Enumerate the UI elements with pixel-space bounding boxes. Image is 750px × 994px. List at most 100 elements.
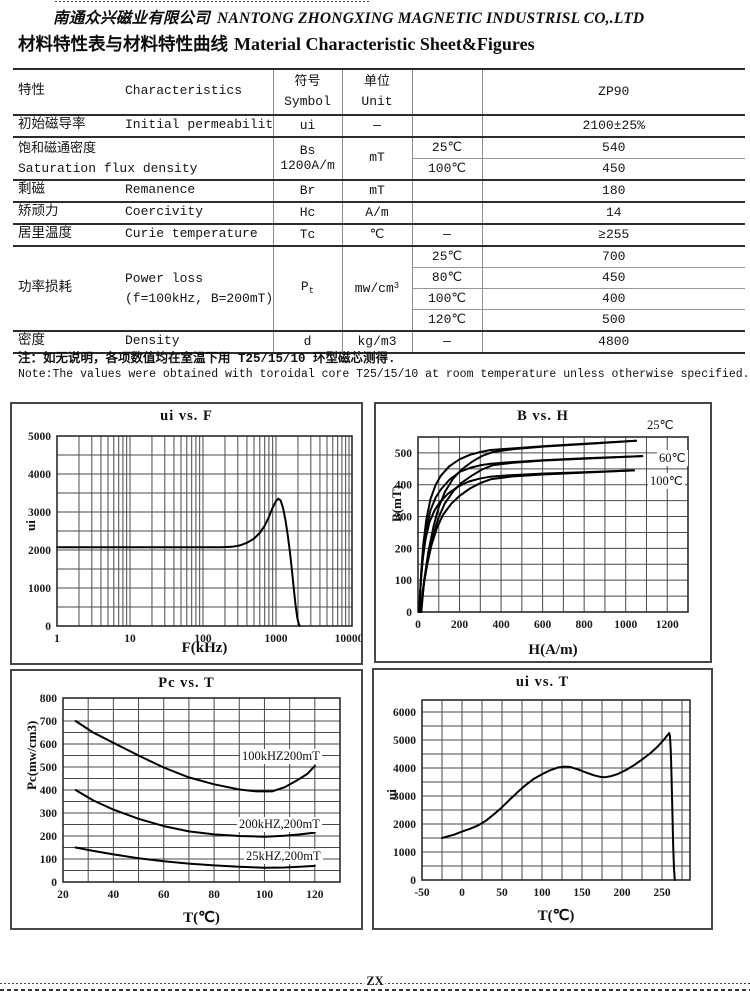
table-subrow: 80℃ 450 [13,267,745,289]
cell-unit: A/m [342,201,413,224]
x-tick-label: 100 [533,887,551,899]
characteristics-table: 特性 Characteristics 符号 Symbol 单位 Unit ZP90 初始磁导率… [13,68,745,354]
x-tick-label: 200 [451,619,469,631]
footer-mark: ZX [364,974,386,988]
x-tick-label: 150 [573,887,591,899]
y-tick-label: 1000 [28,583,51,595]
x-tick-label: 50 [496,887,508,899]
x-tick-label: 100 [194,633,212,645]
cell-value: 500 [482,309,745,331]
y-tick-label: 5000 [28,431,51,443]
y-tick-label: 500 [395,448,413,460]
cell-symbol: d [273,330,343,353]
table-subrow: 100℃ 400 [13,288,745,310]
curve-label: 60℃ [657,450,688,466]
x-tick-label: 100 [256,889,274,901]
x-tick-label: 40 [108,889,120,901]
curve-label: 25℃ [645,417,676,433]
curve-label: 100kHZ200mT [240,749,322,764]
cell-condition: 25℃ [412,245,483,268]
y-tick-label: 2000 [28,545,51,557]
x-tick-label: 400 [492,619,510,631]
header-symbol-en: Symbol [284,94,331,109]
x-axis-label: T(℃) [183,910,220,926]
cell-value: 540 [482,136,745,159]
company-name-cn: 南通众兴磁业有限公司 [53,10,211,27]
series-25C_upper [418,439,638,613]
cell-condition: 100℃ [412,288,483,310]
x-tick-label: 1000 [264,633,287,645]
symbol-main: Bs [299,142,316,158]
cell-condition: 120℃ [412,309,483,331]
grid [418,437,688,612]
y-tick-label: 0 [410,875,416,887]
header-unit-en: Unit [361,94,393,109]
cell-symbol: Br [273,179,343,202]
y-tick-label: 300 [395,512,413,524]
cell-unit: mw/cm3 [342,245,413,331]
characteristic-cn: 矫顽力 [18,205,59,221]
chart-plot: 1 10 100 1000 10000 0 1000 2000 3000 4000 5000 [28,431,361,645]
characteristic-en: Saturation flux density [18,160,198,176]
series-25kHZ,200mT [74,846,316,869]
characteristic-en: Remanence [125,182,196,198]
curve-label: 25kHZ,200mT [244,849,323,864]
characteristic-cn: 功率损耗 [18,280,72,296]
characteristic-cn: 密度 [18,334,45,350]
y-tick-label: 4000 [28,469,51,481]
y-tick-label: 3000 [28,507,51,519]
cell-characteristic: 初始磁导率 Initial permeability [13,114,274,137]
page-footer: ZX [0,974,750,994]
chart-plot: 20 40 60 80 100 120 0 100 200 300 400 500 600 700 800 [40,693,341,901]
symbol-subscript: t [308,286,315,297]
header-symbol: 符号 Symbol [273,68,343,115]
series-ui [56,497,301,627]
x-tick-label: 10000 [335,633,361,645]
x-tick-label: 800 [576,619,594,631]
series-100kHZ200mT [74,720,316,793]
cell-symbol: Hc [273,201,343,224]
x-tick-label: 10 [124,633,136,645]
symbol-main: ui [299,117,316,133]
y-tick-label: 500 [40,762,58,774]
x-tick-label: 600 [534,619,552,631]
table-subrow: 120℃ 500 [13,309,745,331]
cell-condition [412,179,483,202]
y-tick-label: 5000 [393,735,416,747]
x-tick-label: 60 [158,889,170,901]
table-row: 剩磁 Remanence Br mT 180 [13,179,745,202]
y-tick-label: 200 [395,543,413,555]
note-en: Note:The values were obtained with toroi… [18,368,750,381]
plot-border [62,697,341,883]
chart-title: ui vs. T [515,674,570,690]
y-tick-label: 200 [40,831,58,843]
table-subrow: 100℃ 450 [13,158,745,180]
characteristic-en: Curie temperature [125,226,258,242]
y-tick-label: 400 [40,785,58,797]
cell-symbol: Tc [273,223,343,246]
cell-value: 450 [482,158,745,180]
x-tick-label: 80 [208,889,220,901]
cell-condition: — [412,330,483,353]
characteristic-cn: 居里温度 [18,227,72,243]
x-axis-label: F(kHz) [181,640,228,656]
characteristic-en2: (f=100kHz, B=200mT) [125,290,273,306]
x-tick-label: 1000 [614,619,637,631]
unit-superscript: 3 [393,280,400,291]
cell-unit: mT [342,179,413,202]
y-tick-label: 0 [51,877,57,889]
top-dashed-line [55,1,370,2]
characteristic-cn: 初始磁导率 [18,118,86,134]
y-tick-label: 4000 [393,763,416,775]
symbol-main: Pt [300,279,315,297]
x-axis-label: H(A/m) [528,642,578,658]
y-tick-label: 100 [395,575,413,587]
header-characteristics: 特性 Characteristics [13,68,274,115]
cell-characteristic: 密度 Density [13,330,274,353]
x-tick-label: 0 [459,887,465,899]
header-symbol-cn: 符号 [294,74,321,89]
cell-condition: 25℃ [412,136,483,159]
cell-value: 400 [482,288,745,310]
